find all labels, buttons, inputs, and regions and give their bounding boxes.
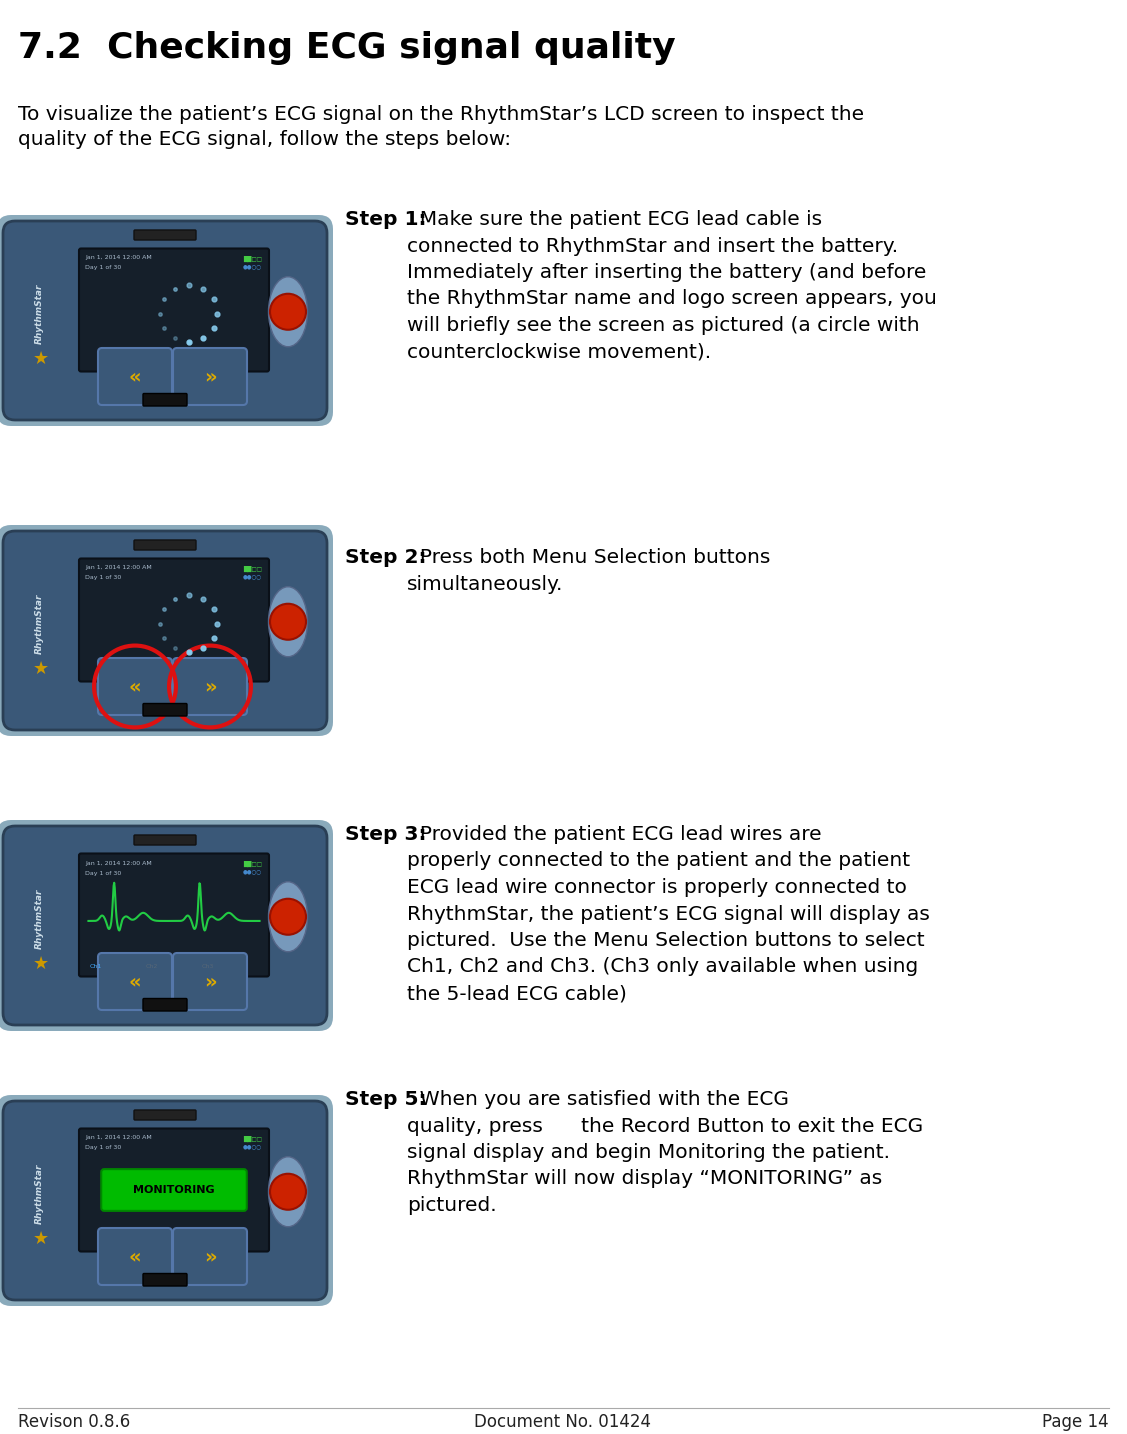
- FancyBboxPatch shape: [0, 820, 332, 1031]
- Text: ●●○○: ●●○○: [243, 575, 261, 579]
- FancyBboxPatch shape: [3, 221, 327, 420]
- Text: Day 1 of 30: Day 1 of 30: [85, 575, 122, 581]
- Circle shape: [270, 604, 307, 640]
- Text: »: »: [204, 1248, 216, 1266]
- Text: Day 1 of 30: Day 1 of 30: [85, 870, 122, 876]
- Text: Step 3:: Step 3:: [345, 825, 426, 845]
- Text: Ch3: Ch3: [202, 964, 214, 969]
- Text: Revison 0.8.6: Revison 0.8.6: [18, 1412, 131, 1431]
- FancyBboxPatch shape: [3, 826, 327, 1025]
- Text: Ch2: Ch2: [145, 964, 158, 969]
- FancyBboxPatch shape: [143, 393, 187, 406]
- FancyBboxPatch shape: [134, 229, 196, 239]
- FancyBboxPatch shape: [134, 541, 196, 551]
- Text: RhythmStar: RhythmStar: [35, 284, 44, 344]
- Text: Ch1: Ch1: [90, 964, 103, 969]
- FancyBboxPatch shape: [143, 1273, 187, 1286]
- Text: Provided the patient ECG lead wires are
properly connected to the patient and th: Provided the patient ECG lead wires are …: [407, 825, 930, 1002]
- FancyBboxPatch shape: [174, 348, 247, 404]
- Ellipse shape: [268, 277, 308, 347]
- Text: ★: ★: [33, 350, 48, 369]
- FancyBboxPatch shape: [0, 215, 332, 426]
- Text: Jan 1, 2014 12:00 AM: Jan 1, 2014 12:00 AM: [85, 860, 152, 866]
- Text: «: «: [128, 1248, 141, 1266]
- Text: ★: ★: [33, 955, 48, 974]
- FancyBboxPatch shape: [143, 998, 187, 1011]
- Text: »: »: [204, 367, 216, 386]
- Text: Jan 1, 2014 12:00 AM: Jan 1, 2014 12:00 AM: [85, 565, 152, 571]
- FancyBboxPatch shape: [134, 835, 196, 845]
- Text: Step 5:: Step 5:: [345, 1090, 426, 1108]
- Circle shape: [270, 1174, 307, 1210]
- Ellipse shape: [268, 882, 308, 952]
- FancyBboxPatch shape: [174, 1228, 247, 1285]
- Text: Document No. 01424: Document No. 01424: [474, 1412, 651, 1431]
- FancyBboxPatch shape: [98, 954, 172, 1010]
- Ellipse shape: [268, 587, 308, 657]
- Text: ★: ★: [33, 660, 48, 678]
- Text: »: »: [204, 677, 216, 695]
- Text: When you are satisfied with the ECG
quality, press      the Record Button to exi: When you are satisfied with the ECG qual…: [407, 1090, 923, 1215]
- Text: ●●○○: ●●○○: [243, 264, 261, 270]
- Text: RhythmStar: RhythmStar: [35, 1163, 44, 1223]
- Text: Make sure the patient ECG lead cable is
connected to RhythmStar and insert the b: Make sure the patient ECG lead cable is …: [407, 209, 937, 361]
- FancyBboxPatch shape: [174, 658, 247, 716]
- FancyBboxPatch shape: [79, 853, 269, 977]
- Text: «: «: [128, 677, 141, 695]
- Text: «: «: [128, 367, 141, 386]
- FancyBboxPatch shape: [79, 1129, 269, 1252]
- Text: ★: ★: [33, 1230, 48, 1248]
- Text: Step 2:: Step 2:: [345, 548, 426, 566]
- FancyBboxPatch shape: [3, 1101, 327, 1301]
- FancyBboxPatch shape: [98, 658, 172, 716]
- Text: MONITORING: MONITORING: [133, 1184, 215, 1195]
- Text: Jan 1, 2014 12:00 AM: Jan 1, 2014 12:00 AM: [85, 255, 152, 261]
- Text: ██□□: ██□□: [243, 255, 261, 261]
- Ellipse shape: [268, 1157, 308, 1226]
- FancyBboxPatch shape: [174, 954, 247, 1010]
- Text: Day 1 of 30: Day 1 of 30: [85, 265, 122, 271]
- FancyBboxPatch shape: [0, 525, 332, 736]
- Text: To visualize the patient’s ECG signal on the RhythmStar’s LCD screen to inspect : To visualize the patient’s ECG signal on…: [18, 105, 864, 149]
- FancyBboxPatch shape: [101, 1169, 247, 1210]
- Text: Jan 1, 2014 12:00 AM: Jan 1, 2014 12:00 AM: [85, 1136, 152, 1140]
- Circle shape: [270, 294, 307, 330]
- Circle shape: [270, 899, 307, 935]
- FancyBboxPatch shape: [3, 531, 327, 730]
- Text: ●●○○: ●●○○: [243, 1144, 261, 1150]
- Text: ██□□: ██□□: [243, 1136, 261, 1141]
- Text: ██□□: ██□□: [243, 860, 261, 866]
- Text: Press both Menu Selection buttons
simultaneously.: Press both Menu Selection buttons simult…: [407, 548, 771, 594]
- FancyBboxPatch shape: [134, 1110, 196, 1120]
- FancyBboxPatch shape: [143, 704, 187, 716]
- Text: «: «: [128, 972, 141, 991]
- FancyBboxPatch shape: [98, 1228, 172, 1285]
- Text: Step 1:: Step 1:: [345, 209, 426, 229]
- Text: 7.2  Checking ECG signal quality: 7.2 Checking ECG signal quality: [18, 32, 675, 65]
- Text: ●●○○: ●●○○: [243, 869, 261, 875]
- Text: RhythmStar: RhythmStar: [35, 888, 44, 949]
- FancyBboxPatch shape: [0, 1096, 332, 1306]
- FancyBboxPatch shape: [79, 558, 269, 681]
- Text: RhythmStar: RhythmStar: [35, 594, 44, 654]
- Text: »: »: [204, 972, 216, 991]
- FancyBboxPatch shape: [79, 248, 269, 371]
- Text: Day 1 of 30: Day 1 of 30: [85, 1146, 122, 1150]
- Text: Page 14: Page 14: [1042, 1412, 1109, 1431]
- FancyBboxPatch shape: [98, 348, 172, 404]
- Text: ██□□: ██□□: [243, 565, 261, 572]
